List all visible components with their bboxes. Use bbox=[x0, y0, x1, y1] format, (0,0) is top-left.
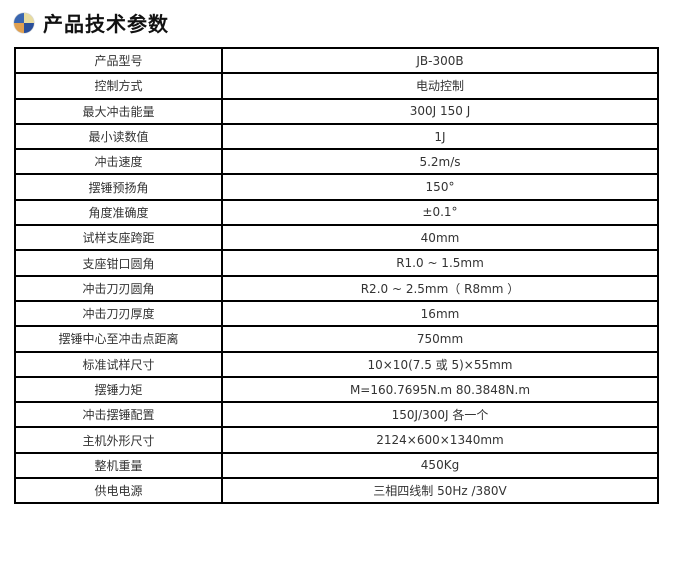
spec-label: 最小读数值 bbox=[15, 122, 223, 151]
table-row: 控制方式 电动控制 bbox=[15, 72, 658, 100]
spec-label: 摆锤中心至冲击点距离 bbox=[15, 325, 223, 353]
spec-label: 最大冲击能量 bbox=[15, 97, 223, 125]
spec-label: 供电电源 bbox=[15, 477, 223, 505]
spec-label: 冲击刀刃厚度 bbox=[15, 299, 223, 328]
spec-label: 摆锤力矩 bbox=[15, 375, 223, 404]
spec-label: 冲击摆锤配置 bbox=[15, 401, 223, 429]
spec-value: 150J/300J 各一个 bbox=[222, 401, 658, 429]
spec-value: 5.2m/s bbox=[222, 148, 658, 176]
section-header: 产品技术参数 bbox=[14, 8, 169, 37]
section-title: 产品技术参数 bbox=[43, 12, 169, 36]
table-row: 产品型号 JB-300B bbox=[15, 46, 658, 75]
spec-label: 冲击刀刃圆角 bbox=[15, 274, 223, 302]
spec-label: 主机外形尺寸 bbox=[15, 426, 223, 454]
spec-value: 10×10(7.5 或 5)×55mm bbox=[222, 350, 658, 378]
spec-label: 支座钳口圆角 bbox=[15, 249, 223, 277]
spec-value: 电动控制 bbox=[222, 72, 658, 100]
spec-value: 450Kg bbox=[222, 451, 658, 480]
spec-label: 控制方式 bbox=[15, 72, 223, 100]
spec-label: 标准试样尺寸 bbox=[15, 350, 223, 378]
table-row: 供电电源 三相四线制 50Hz /380V bbox=[15, 477, 658, 505]
table-row: 摆锤力矩 M=160.7695N.m 80.3848N.m bbox=[15, 375, 658, 404]
spec-value: 2124×600×1340mm bbox=[222, 426, 658, 454]
spec-value: 1J bbox=[222, 122, 658, 151]
table-row: 支座钳口圆角 R1.0 ~ 1.5mm bbox=[15, 249, 658, 277]
spec-value: 16mm bbox=[222, 299, 658, 328]
spec-label: 角度准确度 bbox=[15, 198, 223, 227]
spec-value: 三相四线制 50Hz /380V bbox=[222, 477, 658, 505]
globe-icon bbox=[14, 12, 34, 33]
spec-value: 300J 150 J bbox=[222, 97, 658, 125]
spec-value: M=160.7695N.m 80.3848N.m bbox=[222, 375, 658, 404]
spec-value: R1.0 ~ 1.5mm bbox=[222, 249, 658, 277]
table-row: 试样支座跨距 40mm bbox=[15, 224, 658, 252]
spec-label: 整机重量 bbox=[15, 451, 223, 480]
spec-value: R2.0 ~ 2.5mm（ R8mm ） bbox=[222, 274, 658, 302]
table-row: 冲击刀刃圆角 R2.0 ~ 2.5mm（ R8mm ） bbox=[15, 274, 658, 302]
table-row: 冲击摆锤配置 150J/300J 各一个 bbox=[15, 401, 658, 429]
spec-table: 产品型号 JB-300B 控制方式 电动控制 最大冲击能量 300J 150 J 最小读数值… bbox=[14, 46, 659, 505]
table-row: 整机重量 450Kg bbox=[15, 451, 658, 480]
table-row: 冲击刀刃厚度 16mm bbox=[15, 299, 658, 328]
table-row: 冲击速度 5.2m/s bbox=[15, 148, 658, 176]
table-row: 摆锤中心至冲击点距离 750mm bbox=[15, 325, 658, 353]
spec-label: 冲击速度 bbox=[15, 148, 223, 176]
table-row: 摆锤预扬角 150° bbox=[15, 173, 658, 201]
table-row: 主机外形尺寸 2124×600×1340mm bbox=[15, 426, 658, 454]
table-row: 最大冲击能量 300J 150 J bbox=[15, 97, 658, 125]
spec-value: JB-300B bbox=[222, 46, 658, 75]
spec-value: ±0.1° bbox=[222, 198, 658, 227]
spec-label: 摆锤预扬角 bbox=[15, 173, 223, 201]
spec-label: 试样支座跨距 bbox=[15, 224, 223, 252]
spec-value: 150° bbox=[222, 173, 658, 201]
table-row: 最小读数值 1J bbox=[15, 122, 658, 151]
table-row: 角度准确度 ±0.1° bbox=[15, 198, 658, 227]
spec-label: 产品型号 bbox=[15, 46, 223, 75]
table-row: 标准试样尺寸 10×10(7.5 或 5)×55mm bbox=[15, 350, 658, 378]
spec-value: 750mm bbox=[222, 325, 658, 353]
spec-value: 40mm bbox=[222, 224, 658, 252]
